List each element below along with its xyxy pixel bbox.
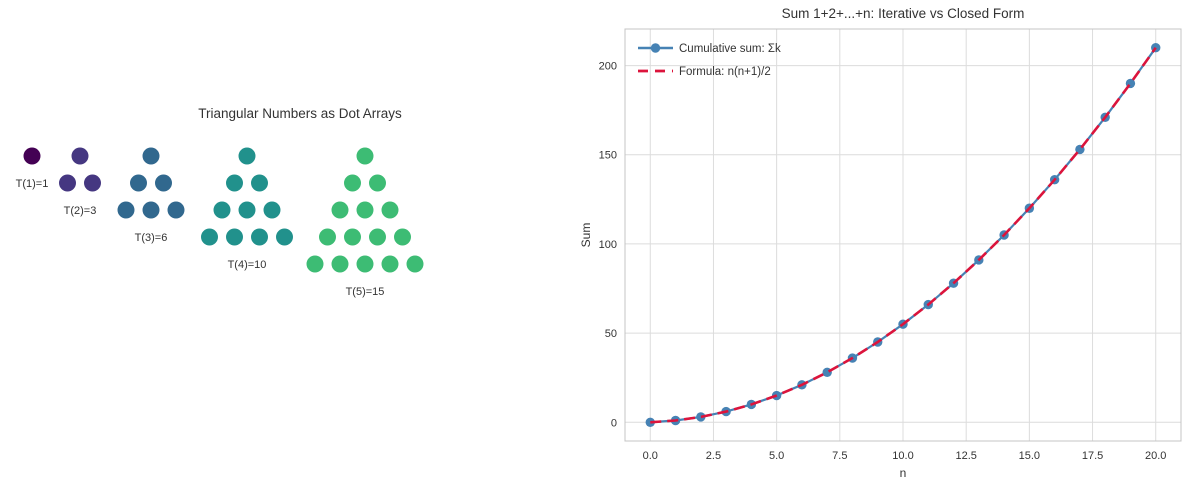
triangular-dot xyxy=(155,174,172,192)
triangular-dot xyxy=(251,174,268,192)
triangular-dot xyxy=(381,201,399,219)
x-tick-label: 12.5 xyxy=(955,450,976,462)
triangular-dot xyxy=(71,147,89,165)
x-tick-label: 2.5 xyxy=(706,450,721,462)
plot-border xyxy=(624,28,1182,442)
y-tick-label: 0 xyxy=(611,417,617,429)
triangular-dot xyxy=(344,228,361,246)
legend-marker-sample-cumulative xyxy=(650,43,661,53)
triangular-dot xyxy=(406,255,424,273)
y-tick-label: 100 xyxy=(599,239,617,251)
dot-array-panel: Triangular Numbers as Dot Arrays T(1)=1 T… xyxy=(0,0,580,490)
triangular-dot xyxy=(142,147,160,165)
triangular-dot xyxy=(142,201,160,219)
triangular-dot xyxy=(167,201,185,219)
y-tick-label: 200 xyxy=(599,61,617,73)
left-chart-title: Triangular Numbers as Dot Arrays xyxy=(198,106,402,121)
triangular-dot xyxy=(84,174,101,192)
triangular-dot xyxy=(356,201,374,219)
cumulative-sum-point xyxy=(696,412,706,422)
legend-label-formula: Formula: n(n+1)/2 xyxy=(679,66,771,78)
triangular-dot xyxy=(201,228,218,246)
triangular-dot xyxy=(226,228,243,246)
sum-chart-canvas: 0.0 2.5 5.0 7.5 10.0 12.5 15.0 17.5 20.0 0 50 100 15… xyxy=(580,28,1182,480)
x-tick-label: 20.0 xyxy=(1145,450,1166,462)
x-tick-label: 0.0 xyxy=(643,450,658,462)
triangular-dot xyxy=(226,174,243,192)
dot-group-label: T(5)=15 xyxy=(346,286,385,298)
triangular-dot xyxy=(356,147,374,165)
triangular-dot xyxy=(251,228,268,246)
triangular-dot xyxy=(117,201,135,219)
x-tick-label: 15.0 xyxy=(1019,450,1040,462)
triangular-dot xyxy=(331,255,349,273)
dot-array-canvas: T(1)=1 T(2)=3 T(3)=6 T(4)=10 T(5)=15 xyxy=(16,147,424,298)
y-tick-label: 150 xyxy=(599,150,617,162)
triangular-dot xyxy=(276,228,293,246)
triangular-dot xyxy=(238,147,256,165)
y-axis-label: Sum xyxy=(580,223,593,248)
legend-label-cumulative: Cumulative sum: Σk xyxy=(679,43,781,55)
triangular-dot xyxy=(356,255,374,273)
x-tick-label: 10.0 xyxy=(892,450,913,462)
triangular-dot xyxy=(213,201,231,219)
dot-group-label: T(1)=1 xyxy=(16,178,49,190)
triangular-dot xyxy=(319,228,336,246)
x-tick-label: 7.5 xyxy=(832,450,847,462)
sum-chart-panel: Sum 1+2+...+n: Iterative vs Closed Form … xyxy=(580,0,1189,490)
triangular-dot xyxy=(381,255,399,273)
x-tick-label: 5.0 xyxy=(769,450,784,462)
triangular-dot xyxy=(344,174,361,192)
x-tick-label: 17.5 xyxy=(1082,450,1103,462)
triangular-dot xyxy=(331,201,349,219)
triangular-dot xyxy=(59,174,76,192)
triangular-dot xyxy=(23,147,41,165)
y-tick-label: 50 xyxy=(605,328,617,340)
formula-line xyxy=(650,46,1157,424)
triangular-dot xyxy=(394,228,411,246)
triangular-dot xyxy=(306,255,324,273)
x-axis-label: n xyxy=(900,466,907,480)
dot-group-label: T(3)=6 xyxy=(135,232,168,244)
dot-group-label: T(2)=3 xyxy=(64,205,97,217)
triangular-dot xyxy=(263,201,281,219)
triangular-dot xyxy=(130,174,147,192)
triangular-dot xyxy=(369,174,386,192)
triangular-dot xyxy=(238,201,256,219)
triangular-dot xyxy=(369,228,386,246)
right-chart-title: Sum 1+2+...+n: Iterative vs Closed Form xyxy=(781,6,1025,21)
cumulative-sum-point xyxy=(645,417,655,427)
dot-group-label: T(4)=10 xyxy=(228,259,267,271)
